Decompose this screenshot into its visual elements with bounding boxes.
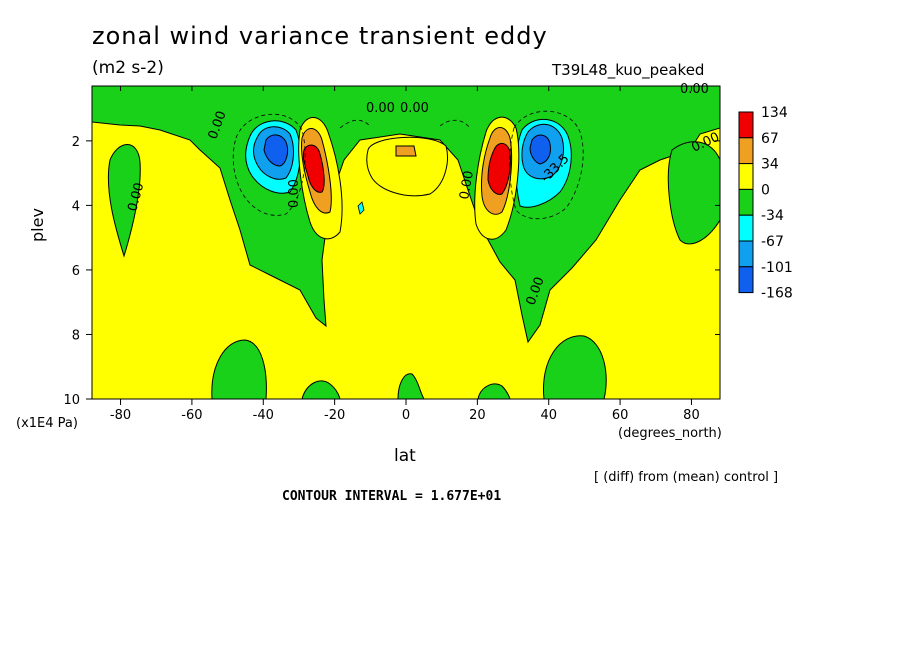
contour-label: 0.00 [125, 181, 147, 213]
colorbar-label: 67 [761, 131, 779, 147]
y-tick-label: 2 [72, 135, 80, 150]
x-tick-label: 80 [683, 408, 700, 423]
x-tick-label: 20 [469, 408, 486, 423]
bottom-right-green [543, 335, 607, 399]
y-tick-label: 10 [63, 393, 80, 408]
colorbar-label: -67 [761, 234, 784, 250]
contour-label: 0.00 [400, 101, 429, 116]
colorbar-label: 134 [761, 105, 788, 121]
contour-field [92, 86, 720, 399]
colorbar-label: -34 [761, 208, 784, 224]
left-green-lobe [107, 144, 141, 258]
left-dashed-contour [232, 113, 306, 216]
y-tick-label: 4 [72, 199, 80, 214]
colorbar-swatch [738, 111, 754, 139]
y-axis-unit: (x1E4 Pa) [16, 416, 78, 431]
center-yellow-bubble [366, 136, 448, 197]
contour-label: 0.00 [287, 179, 302, 208]
right-red-core [487, 143, 511, 195]
upper-dashed-contour [339, 119, 471, 129]
x-tick-label: 60 [612, 408, 629, 423]
center-orange-cell [395, 145, 417, 157]
x-axis-label: lat [394, 446, 416, 466]
colorbar-swatch [738, 214, 754, 242]
run-label: T39L48_kuo_peaked [552, 61, 705, 79]
x-tick-label: -80 [110, 408, 131, 423]
bottom-mid-right-green [477, 383, 511, 399]
bottom-center-green [397, 373, 425, 399]
contour-label: 0.00 [457, 170, 477, 201]
contour-interval: CONTOUR INTERVAL = 1.677E+01 [282, 489, 502, 504]
colorbar-swatch [738, 137, 754, 165]
left-darkblue-core [263, 134, 289, 167]
x-tick-label: -60 [181, 408, 202, 423]
right-darkblue-core [529, 134, 551, 165]
colorbar-swatch [738, 188, 754, 216]
x-tick-label: 0 [402, 408, 410, 423]
small-lobe [357, 201, 365, 215]
colorbar-swatch [738, 163, 754, 190]
y-tick-label: 8 [72, 328, 80, 343]
colorbar-label: 0 [761, 182, 770, 198]
colorbar-label: -168 [761, 286, 793, 302]
y-axis-label: plev [28, 208, 47, 242]
colorbar-legend: 134 67 34 0 -34 -67 -101 -168 [738, 105, 793, 302]
x-tick-label: -40 [253, 408, 274, 423]
colorbar-label: -101 [761, 260, 793, 276]
right-green-lobe [667, 141, 720, 245]
colorbar-label: 34 [761, 157, 779, 173]
y-tick-label: 6 [72, 264, 80, 279]
chart-title: zonal wind variance transient eddy [92, 22, 548, 50]
colorbar-swatch [738, 266, 754, 294]
contour-label: 0.00 [366, 101, 395, 116]
bottom-mid-left-green [301, 380, 341, 399]
x-axis-unit: (degrees_north) [618, 426, 722, 441]
contour-label: 0.00 [680, 82, 709, 97]
chart-units: (m2 s-2) [92, 58, 164, 78]
axes: -80 -60 -40 -20 0 20 40 60 80 2 4 6 8 10 [63, 86, 720, 423]
left-red-core [302, 144, 325, 193]
x-tick-label: -20 [324, 408, 345, 423]
x-tick-label: 40 [540, 408, 557, 423]
colorbar-swatch [738, 240, 754, 268]
diff-note: [ (diff) from (mean) control ] [594, 470, 779, 485]
bottom-left-green [211, 339, 267, 399]
